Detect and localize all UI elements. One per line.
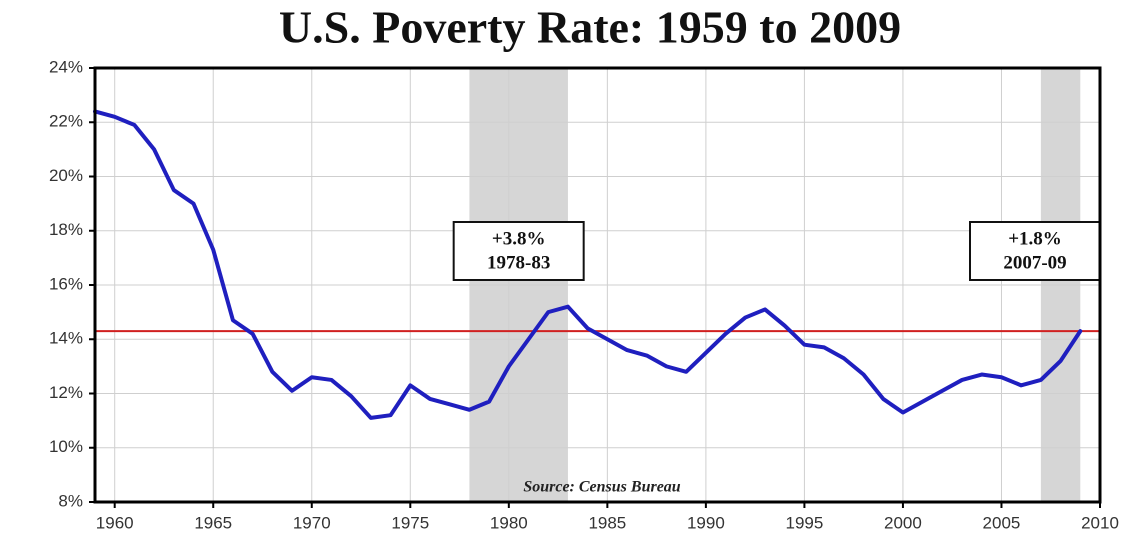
y-tick-label: 12% <box>49 383 83 402</box>
annotation-text: 2007-09 <box>1003 252 1066 273</box>
y-tick-label: 16% <box>49 274 83 293</box>
y-tick-label: 10% <box>49 437 83 456</box>
x-tick-label: 1985 <box>588 513 626 532</box>
source-note: Source: Census Bureau <box>523 479 680 496</box>
x-tick-label: 2010 <box>1081 513 1119 532</box>
x-tick-label: 1995 <box>785 513 823 532</box>
annotation-text: +1.8% <box>1008 228 1062 249</box>
x-tick-label: 1970 <box>293 513 331 532</box>
y-tick-label: 8% <box>58 491 83 510</box>
annotation-text: 1978-83 <box>487 252 550 273</box>
annotation-text: +3.8% <box>492 228 546 249</box>
y-tick-label: 18% <box>49 220 83 239</box>
plot-frame <box>93 66 1102 504</box>
chart-title: U.S. Poverty Rate: 1959 to 2009 <box>279 2 901 53</box>
y-tick-label: 20% <box>49 166 83 185</box>
x-tick-label: 2000 <box>884 513 922 532</box>
x-tick-label: 1990 <box>687 513 725 532</box>
y-tick-label: 22% <box>49 112 83 131</box>
y-tick-label: 14% <box>49 329 83 348</box>
x-tick-label: 1975 <box>391 513 429 532</box>
x-tick-label: 2005 <box>983 513 1021 532</box>
x-tick-label: 1980 <box>490 513 528 532</box>
x-tick-label: 1960 <box>96 513 134 532</box>
y-tick-label: 24% <box>49 57 83 76</box>
annotation-box <box>969 221 1101 281</box>
x-tick-label: 1965 <box>194 513 232 532</box>
annotation-box <box>452 221 585 281</box>
data-line <box>93 109 1083 420</box>
